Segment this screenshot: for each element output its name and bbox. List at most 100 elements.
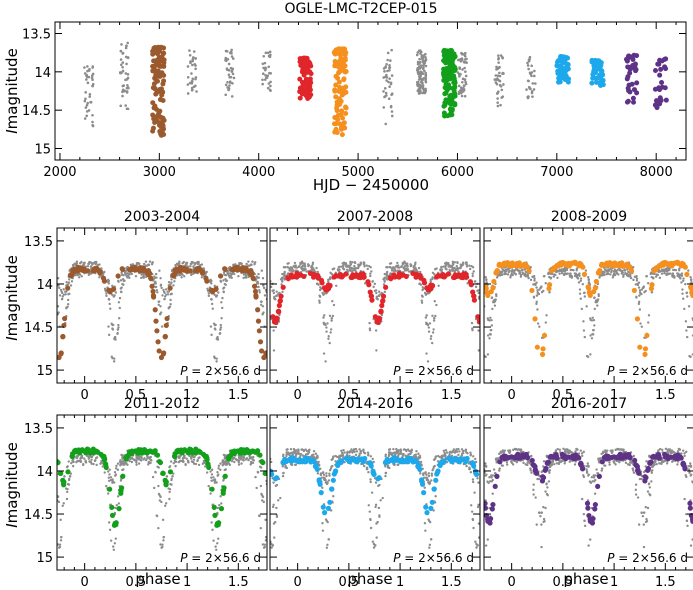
background-point <box>66 305 69 308</box>
data-point <box>231 81 234 85</box>
data-point <box>85 114 89 118</box>
data-point <box>657 95 663 101</box>
background-point <box>420 299 423 302</box>
background-point <box>640 325 643 328</box>
background-point <box>369 518 372 522</box>
data-point <box>441 66 447 72</box>
background-point <box>211 307 214 310</box>
background-point <box>256 276 259 280</box>
background-point <box>237 463 241 466</box>
background-point <box>59 539 63 542</box>
data-point <box>461 68 464 71</box>
background-point <box>157 300 160 303</box>
background-point <box>109 539 113 542</box>
data-point <box>421 91 424 95</box>
background-point <box>117 326 120 329</box>
data-point <box>190 86 194 90</box>
data-point <box>109 512 116 518</box>
background-point <box>516 268 519 272</box>
background-point <box>163 291 166 295</box>
data-point <box>306 60 312 66</box>
background-point <box>398 266 401 269</box>
background-point <box>342 262 345 265</box>
background-point <box>200 276 204 279</box>
background-point <box>430 341 434 345</box>
data-point <box>228 51 232 55</box>
background-point <box>142 262 146 266</box>
background-point <box>579 297 582 300</box>
data-point <box>497 61 500 64</box>
background-point <box>65 290 68 293</box>
data-point <box>515 263 521 269</box>
background-point <box>80 275 84 278</box>
y-tick-label: 14 <box>36 465 53 480</box>
data-point <box>423 69 426 73</box>
data-point <box>248 272 254 278</box>
background-point <box>170 478 173 482</box>
background-point <box>684 320 688 323</box>
data-point <box>529 287 535 294</box>
data-point <box>496 101 499 104</box>
data-point <box>458 75 461 78</box>
background-point <box>399 452 402 455</box>
background-point <box>383 290 387 294</box>
data-point <box>302 70 308 76</box>
data-point <box>630 95 636 101</box>
background-point <box>413 268 416 272</box>
background-point <box>168 305 172 308</box>
background-point <box>264 536 267 539</box>
background-point <box>442 265 445 268</box>
background-point <box>225 279 228 283</box>
background-point <box>366 267 369 271</box>
data-point <box>471 293 477 299</box>
background-point <box>258 514 261 518</box>
background-point <box>141 273 145 276</box>
data-point <box>265 76 269 79</box>
data-point <box>235 267 241 273</box>
background-point <box>233 460 236 464</box>
background-point <box>261 276 265 280</box>
data-point <box>151 105 157 111</box>
background-point <box>469 451 472 454</box>
background-point <box>159 276 162 280</box>
data-point <box>60 477 66 483</box>
background-point <box>107 333 111 337</box>
background-point <box>542 289 545 293</box>
background-point <box>462 451 465 455</box>
background-point <box>330 509 333 512</box>
data-point <box>336 70 342 76</box>
background-point <box>290 267 294 270</box>
background-point <box>69 472 73 475</box>
background-point <box>511 268 514 271</box>
data-point <box>228 81 232 84</box>
background-point <box>277 499 280 502</box>
background-point <box>209 492 212 495</box>
background-point <box>368 510 371 513</box>
data-point <box>318 277 325 283</box>
background-point <box>355 450 359 453</box>
background-point <box>428 543 432 547</box>
background-point <box>281 290 284 294</box>
background-point <box>455 264 458 268</box>
data-point <box>461 80 464 84</box>
background-point <box>400 265 403 268</box>
background-point <box>316 282 319 285</box>
background-point <box>374 329 378 332</box>
background-point <box>632 278 635 282</box>
data-point <box>333 82 339 88</box>
background-point <box>67 460 70 463</box>
background-point <box>210 298 213 301</box>
background-point <box>218 331 222 335</box>
background-point <box>486 353 490 356</box>
data-point <box>384 91 388 95</box>
data-point <box>263 351 267 357</box>
background-point <box>538 325 541 328</box>
data-point <box>69 454 76 460</box>
background-point <box>671 275 674 278</box>
data-point <box>457 92 461 96</box>
background-point <box>420 301 424 304</box>
background-point <box>219 323 222 327</box>
data-point <box>264 51 268 55</box>
background-point <box>536 308 539 311</box>
background-point <box>457 447 460 451</box>
